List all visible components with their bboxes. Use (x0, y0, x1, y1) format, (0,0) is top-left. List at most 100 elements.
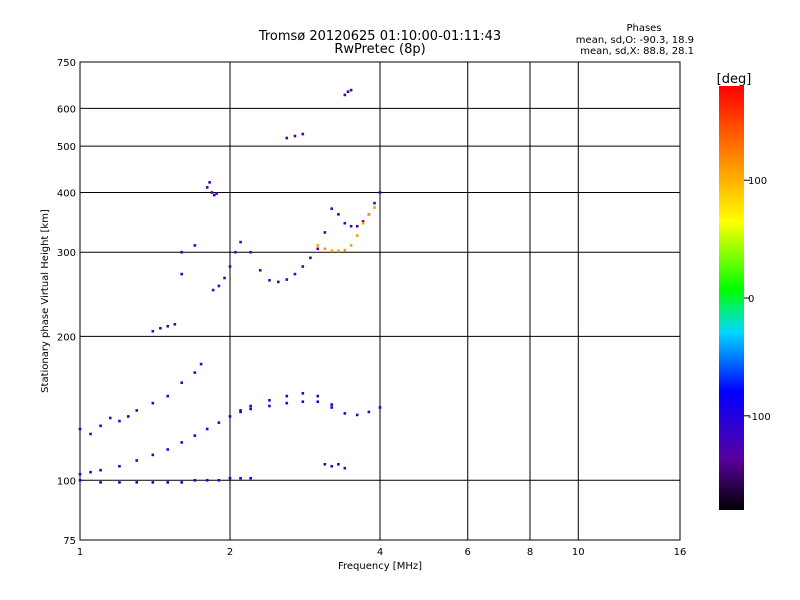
x-tick-label: 2 (227, 547, 233, 558)
y-tick-label: 600 (57, 104, 76, 115)
data-point (343, 221, 347, 225)
data-point (367, 213, 371, 216)
data-point (135, 459, 139, 462)
data-point (330, 406, 334, 409)
data-point (151, 453, 155, 457)
data-point (151, 329, 155, 333)
data-point (309, 256, 312, 260)
data-point (249, 407, 252, 411)
data-point (159, 326, 162, 330)
data-point (151, 481, 155, 484)
data-point (217, 421, 221, 424)
y-tick-label: 500 (57, 142, 76, 153)
data-point (355, 413, 359, 417)
data-point (78, 472, 82, 476)
data-point (205, 478, 209, 482)
data-point (126, 415, 130, 418)
data-point (205, 427, 209, 431)
data-point (215, 192, 218, 195)
data-point (373, 201, 376, 205)
x-tick-label: 10 (572, 547, 585, 558)
data-point (323, 231, 327, 234)
data-point (212, 193, 216, 197)
data-point (239, 409, 242, 412)
data-point (173, 322, 177, 326)
data-point (361, 221, 365, 225)
colorbar-tick-label: -100 (748, 412, 771, 423)
data-point (293, 272, 297, 276)
data-point (108, 416, 112, 420)
data-point (249, 250, 252, 254)
data-point (223, 276, 226, 280)
data-point (285, 136, 289, 140)
colorbar-tick-label: 100 (748, 176, 767, 187)
data-point (99, 481, 102, 484)
data-point (217, 284, 221, 288)
data-point (118, 419, 121, 423)
data-point (316, 247, 320, 251)
data-point (316, 394, 320, 398)
data-point (180, 381, 184, 385)
data-point (239, 476, 242, 480)
data-point (343, 466, 347, 470)
colorbar: [deg] 100 0 -100 (717, 72, 771, 510)
x-tick-label: 16 (674, 547, 687, 558)
data-point (301, 392, 305, 395)
data-point (118, 464, 121, 468)
data-point (135, 481, 139, 484)
data-point (151, 401, 155, 405)
colorbar-label: [deg] (717, 72, 752, 87)
data-point (228, 476, 232, 480)
data-point (349, 88, 353, 92)
data-point (301, 132, 305, 136)
y-tick-label: 750 (57, 58, 76, 69)
data-point (166, 448, 170, 451)
data-point (249, 476, 252, 480)
data-point (343, 248, 347, 252)
data-point (217, 478, 221, 482)
data-point (330, 207, 334, 210)
data-point (89, 470, 92, 474)
data-point (99, 468, 102, 472)
data-point (337, 249, 340, 253)
data-point (268, 399, 271, 402)
data-point (199, 362, 203, 366)
y-tick-label: 75 (63, 536, 76, 547)
data-point (337, 463, 340, 466)
data-point (355, 234, 359, 237)
data-point (337, 213, 340, 216)
data-point (373, 206, 376, 209)
data-point (258, 268, 262, 272)
chart-subtitle: RwPretec (8p) (334, 42, 425, 57)
data-point (210, 191, 214, 194)
data-point (268, 279, 271, 282)
data-point (180, 441, 184, 444)
data-point (211, 288, 215, 292)
data-point (343, 93, 347, 97)
data-point (78, 427, 82, 431)
data-point (193, 434, 197, 437)
data-point (367, 410, 371, 414)
data-point (330, 403, 334, 406)
data-point (78, 478, 82, 482)
colorbar-tick-label: 0 (748, 294, 754, 305)
x-tick-label: 6 (465, 547, 471, 558)
y-tick-label: 100 (57, 476, 76, 487)
data-point (166, 324, 170, 328)
data-point (346, 90, 350, 94)
data-point (323, 247, 327, 251)
data-point (228, 415, 232, 418)
data-point (234, 250, 237, 254)
data-point (330, 249, 334, 253)
data-point (316, 244, 320, 247)
x-tick-label: 4 (377, 547, 383, 558)
data-point (205, 186, 209, 189)
data-point (193, 478, 197, 482)
data-point (349, 224, 353, 228)
data-point (99, 424, 102, 428)
data-point (239, 410, 242, 414)
data-point (135, 409, 139, 412)
data-point (249, 404, 252, 408)
x-tick-label: 8 (527, 547, 533, 558)
data-point (378, 406, 382, 409)
